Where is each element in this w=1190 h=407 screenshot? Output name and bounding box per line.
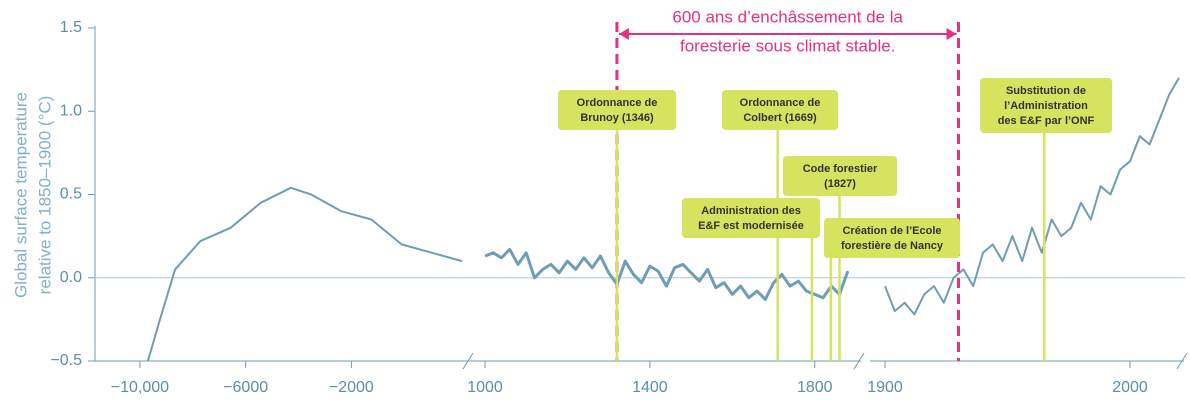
event-label: Brunoy (1346) (580, 112, 654, 124)
event-box (783, 156, 897, 196)
y-axis-title: relative to 1850–1900 (°C) (35, 96, 54, 295)
event-label: Administration des (701, 205, 801, 217)
axis-break (1176, 352, 1188, 370)
event-box (558, 90, 676, 130)
event-label: Ordonnance de (577, 97, 658, 109)
axis-break (462, 352, 474, 370)
x-tick-label: 1800 (797, 379, 833, 396)
event-label: (1827) (824, 178, 856, 190)
event-box (824, 218, 960, 258)
x-tick-label: 1900 (867, 379, 903, 396)
period-label: 600 ans d’enchâssement de la (672, 7, 903, 26)
event-box (980, 78, 1112, 133)
x-tick-label: 1400 (632, 379, 668, 396)
event-label: Code forestier (803, 163, 878, 175)
temperature-line (884, 77, 1180, 316)
x-tick-label: −10,000 (111, 379, 169, 396)
x-tick-label: −6000 (223, 379, 268, 396)
x-tick-label: −2000 (329, 379, 374, 396)
y-tick-label: 1.5 (60, 19, 82, 36)
x-tick-label: 1000 (467, 379, 503, 396)
x-tick-label: 2000 (1112, 379, 1148, 396)
event-label: forestière de Nancy (841, 240, 944, 252)
axis-break (853, 352, 865, 370)
y-tick-label: −0.5 (50, 352, 82, 369)
temperature-line (484, 247, 850, 301)
event-label: Colbert (1669) (743, 112, 817, 124)
event-label: l’Administration (1004, 100, 1088, 112)
y-tick-label: 0.0 (60, 269, 82, 286)
event-box (722, 90, 838, 130)
event-box (682, 198, 820, 238)
y-axis-title: Global surface temperature (11, 92, 30, 298)
temperature-line (146, 186, 463, 362)
event-label: Substitution de (1006, 85, 1086, 97)
period-label: foresterie sous climat stable. (680, 36, 895, 55)
event-label: des E&F par l’ONF (998, 115, 1095, 127)
event-label: Ordonnance de (740, 97, 821, 109)
y-tick-label: 0.5 (60, 186, 82, 203)
event-label: Création de l’Ecole (842, 225, 941, 237)
event-label: E&F est modernisée (698, 220, 804, 232)
y-tick-label: 1.0 (60, 102, 82, 119)
